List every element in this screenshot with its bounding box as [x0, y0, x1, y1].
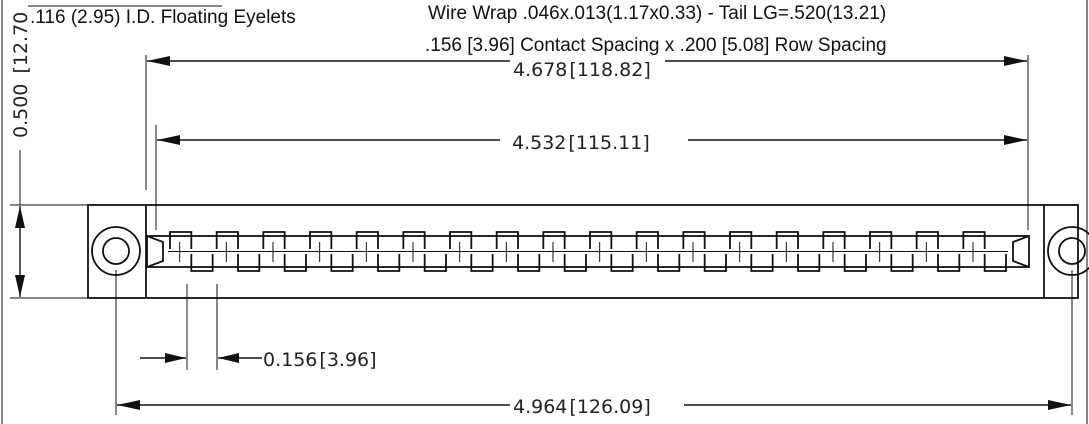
height-mm: 12.70 [10, 12, 32, 66]
contact-top [542, 231, 566, 249]
contact-top [402, 231, 426, 249]
connector-body [87, 204, 1089, 299]
right-eyelet-inner [1058, 237, 1086, 265]
height-dimension: 0.500 [12.70 [10, 12, 88, 299]
contact-bottom [937, 254, 961, 272]
height-arrow-bottom [15, 275, 25, 297]
slot-bevel-right [1012, 235, 1030, 268]
inner-span-mm: 115.11 [576, 132, 642, 154]
overall-label: 4.964 [126.09] [513, 396, 651, 418]
contact-top [682, 231, 706, 249]
pitch-bracket-open: [ [319, 349, 326, 371]
contact-top [962, 231, 986, 249]
contact-top [869, 231, 893, 249]
right-eyelet-outer [1047, 226, 1089, 276]
contact-top [589, 231, 613, 249]
contact-top [822, 231, 846, 249]
overall-dimension: 4.964 [126.09] [115, 270, 1073, 418]
contact-bottom [517, 254, 541, 272]
contact-bottom [330, 254, 354, 272]
contact-bottom [703, 254, 727, 272]
contact-bottom [983, 254, 1007, 272]
contact-top [495, 231, 519, 249]
overall-arrow-right [1048, 400, 1071, 410]
contact-bottom [283, 254, 307, 272]
contact-span-arrow-right [1004, 56, 1027, 66]
contact-bottom [750, 254, 774, 272]
pitch-inch: 0.156 [263, 349, 317, 371]
inner-span-bracket-open: [ [568, 132, 575, 154]
contact-bottom [563, 254, 587, 272]
contact-top [215, 231, 239, 249]
overall-mm: 126.09 [577, 396, 643, 418]
pitch-arrow-right [218, 353, 239, 363]
contact-top [775, 231, 799, 249]
pitch-bracket-close: ] [369, 349, 376, 371]
right-mounting-hole [1047, 226, 1089, 276]
contact-top [262, 231, 286, 249]
contact-span-dimension: 4.678 [118.82] [145, 55, 1029, 190]
eyelet-note: .116 (2.95) I.D. Floating Eyelets [30, 7, 296, 28]
contact-top [169, 231, 193, 249]
contact-span-mm: 118.82 [577, 59, 643, 81]
overall-inch: 4.964 [513, 396, 567, 418]
contact-bottom [890, 254, 914, 272]
contact-top [729, 231, 753, 249]
contact-bottom [657, 254, 681, 272]
contact-top [635, 231, 659, 249]
inner-span-bracket-close: ] [642, 132, 649, 154]
contact-top [309, 231, 333, 249]
contact-bottom [470, 254, 494, 272]
height-label: 0.500 [12.70 [10, 12, 32, 138]
contact-span-bracket-close: ] [643, 59, 650, 81]
contact-bottom [377, 254, 401, 272]
contact-span-arrow-left [147, 56, 170, 66]
pitch-dimension: 0.156 [3.96] [140, 284, 377, 371]
contact-bottom [843, 254, 867, 272]
inner-span-dimension: 4.532 [115.11] [155, 125, 1029, 230]
left-eyelet-outer [91, 226, 141, 276]
overall-arrow-left [117, 400, 140, 410]
contact-spacing-note: .156 [3.96] Contact Spacing x .200 [5.08… [425, 35, 887, 56]
contact-span-bracket-open: [ [569, 59, 576, 81]
contact-bottom [797, 254, 821, 272]
card-slot [146, 235, 1030, 268]
contact-bottom [237, 254, 261, 272]
contact-top [915, 231, 939, 249]
left-eyelet-inner [102, 237, 130, 265]
inner-span-label: 4.532 [115.11] [512, 132, 650, 154]
height-bracket-open: [ [10, 66, 32, 73]
contact-span-label: 4.678 [118.82] [513, 59, 651, 81]
contact-span-inch: 4.678 [513, 59, 567, 81]
overall-bracket-open: [ [569, 396, 576, 418]
contact-bottom [610, 254, 634, 272]
pitch-arrow-left [165, 353, 186, 363]
overall-bracket-close: ] [643, 396, 650, 418]
contact-bottom [423, 254, 447, 272]
connector-outline [87, 204, 1079, 299]
inner-span-inch: 4.532 [512, 132, 566, 154]
left-mounting-hole [91, 226, 141, 276]
inner-span-arrow-right [1004, 135, 1027, 145]
wire-wrap-note: Wire Wrap .046x.013(1.17x0.33) - Tail LG… [428, 3, 887, 24]
inner-span-arrow-left [157, 135, 180, 145]
contact-top [355, 231, 379, 249]
height-inch: 0.500 [10, 84, 32, 138]
contact-top [449, 231, 473, 249]
pitch-mm: 3.96 [327, 349, 369, 371]
contact-bottom [190, 254, 214, 272]
height-arrow-top [15, 206, 25, 228]
contact-array [168, 231, 1008, 272]
pitch-label: 0.156 [3.96] [263, 349, 377, 371]
slot-bevel-left [146, 235, 164, 268]
